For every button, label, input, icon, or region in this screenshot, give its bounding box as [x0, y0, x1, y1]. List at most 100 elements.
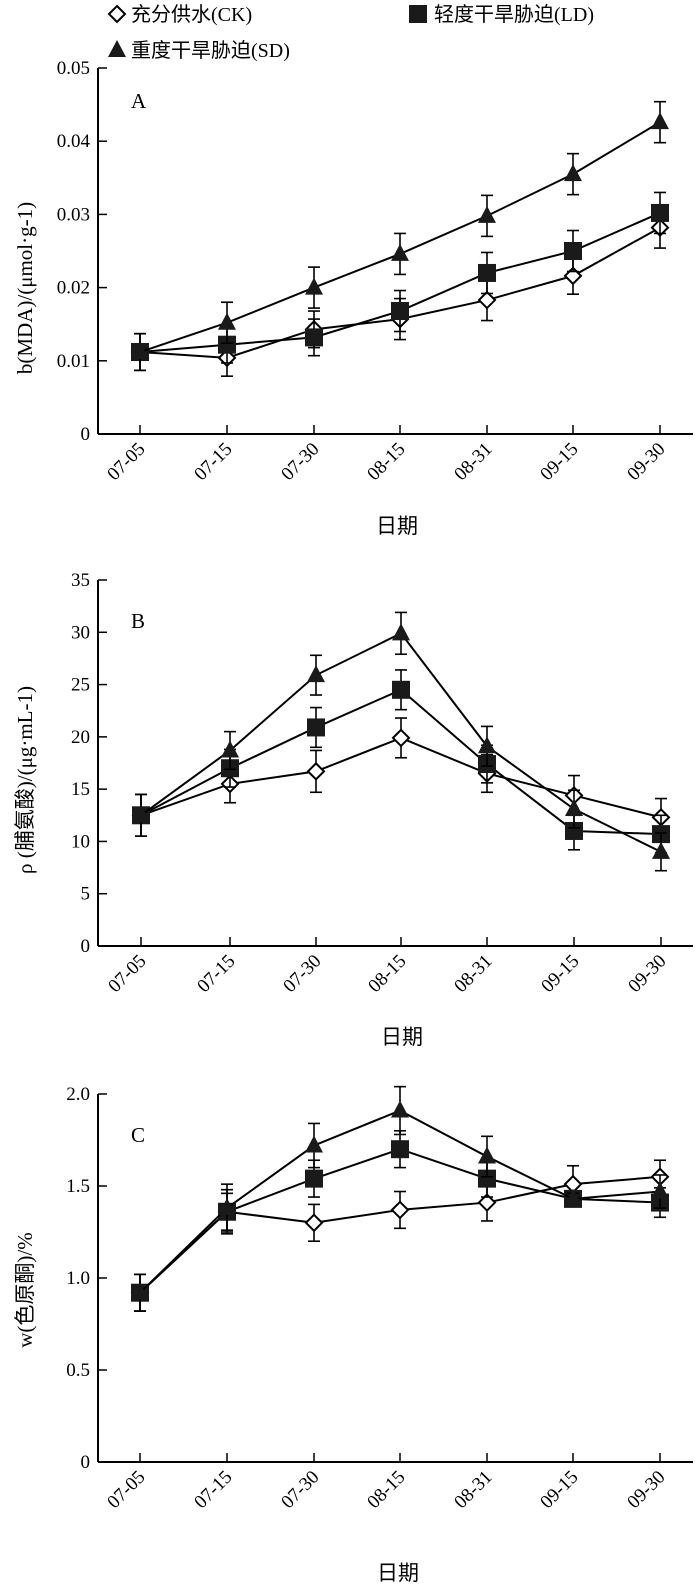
x-tick-label-a: 07-30 [277, 439, 323, 485]
y-axis-title-a: b(MDA)/(μmol·g-1) [13, 202, 37, 374]
y-tick-label-a: 0 [81, 424, 91, 445]
point-ck-c [304, 1213, 324, 1233]
y-tick-label-b: 10 [71, 831, 90, 852]
x-tick-label-c: 07-15 [190, 1467, 236, 1513]
x-tick-label-b: 09-15 [537, 951, 583, 997]
panel-letter-a: A [131, 89, 147, 113]
point-sd-c [391, 1100, 409, 1118]
point-sd-a [305, 277, 323, 295]
point-sd-c [651, 1181, 669, 1199]
point-sd-b [132, 805, 150, 823]
x-axis-title-b: 日期 [381, 1025, 423, 1049]
point-sd-a [391, 243, 409, 261]
point-sd-a [564, 164, 582, 182]
chart-panel-a: 0 0.01 0.02 0.03 0.04 0.05 07-05 07-15 07-30 08-1… [13, 58, 693, 538]
x-tick-label-a: 07-05 [103, 439, 149, 485]
y-tick-label-a: 0.02 [57, 278, 90, 299]
y-tick-label-a: 0.05 [57, 58, 90, 79]
point-sd-a [131, 342, 149, 360]
point-sd-b [478, 736, 496, 754]
y-tick-label-b: 5 [81, 884, 91, 905]
chart-panel-b: 0 5 10 15 20 25 30 35 07-05 07-15 07-30 08-15 08-31 0… [13, 570, 693, 1049]
y-axis-title-c: w(色原酮)/% [13, 1232, 37, 1347]
point-sd-a [651, 112, 669, 130]
legend-item-sd: 重度干旱胁迫(SD) [108, 39, 290, 62]
point-ld-c [478, 1169, 496, 1188]
y-tick-label-b: 20 [71, 727, 90, 748]
legend-marker-triangle-icon [108, 40, 126, 57]
axes-panel-c: 0 0.5 1.0 1.5 2.0 07-05 07-15 07-30 08-15 08-31 09… [66, 1084, 693, 1513]
series-ck-c [130, 1159, 670, 1312]
x-tick-label-c: 07-05 [103, 1467, 149, 1513]
x-tick-label-b: 08-31 [450, 951, 496, 997]
y-tick-label-b: 0 [81, 936, 91, 957]
axes-panel-a: 0 0.01 0.02 0.03 0.04 0.05 07-05 07-15 07-30 08-1… [57, 58, 693, 485]
legend-marker-diamond-icon [107, 4, 127, 24]
panel-letter-b: B [131, 609, 145, 633]
legend-item-ck: 充分供水(CK) [107, 3, 252, 26]
legend-label-ld: 轻度干旱胁迫(LD) [434, 3, 594, 26]
x-tick-label-b: 07-30 [279, 951, 325, 997]
y-tick-label-c: 0.5 [66, 1360, 90, 1381]
point-ld-c [391, 1140, 409, 1159]
series-sd-a [131, 100, 669, 372]
point-sd-c [131, 1282, 149, 1300]
point-ld-a [218, 335, 236, 354]
x-tick-label-c: 09-30 [623, 1467, 669, 1513]
point-sd-b [221, 740, 239, 758]
legend-label-sd: 重度干旱胁迫(SD) [131, 39, 290, 62]
point-sd-c [305, 1135, 323, 1153]
series-sd-b [132, 611, 670, 872]
series-sd-c [131, 1085, 669, 1312]
point-sd-b [307, 665, 325, 683]
y-tick-label-c: 2.0 [66, 1084, 90, 1105]
y-tick-label-c: 1.5 [66, 1176, 90, 1197]
y-tick-label-c: 0 [81, 1452, 91, 1473]
x-tick-label-c: 08-15 [363, 1467, 409, 1513]
y-tick-label-c: 1.0 [66, 1268, 90, 1289]
x-tick-label-b: 09-30 [624, 951, 670, 997]
point-ld-a [651, 203, 669, 222]
x-axis-title-c: 日期 [377, 1561, 419, 1584]
point-ck-c [477, 1193, 497, 1212]
point-ck-a [477, 290, 497, 310]
point-sd-b [565, 799, 583, 817]
point-ld-a [305, 328, 323, 347]
x-tick-label-a: 08-15 [363, 439, 409, 485]
y-tick-label-a: 0.01 [57, 351, 90, 372]
point-ck-b [391, 728, 411, 748]
point-ld-a [564, 242, 582, 260]
y-tick-label-b: 15 [71, 779, 90, 800]
y-tick-label-a: 0.03 [57, 204, 90, 225]
point-sd-c [564, 1188, 582, 1206]
x-tick-label-a: 08-31 [450, 439, 496, 485]
point-sd-a [478, 205, 496, 223]
y-tick-label-b: 35 [71, 570, 90, 591]
x-tick-label-a: 09-15 [536, 439, 582, 485]
axes-panel-b: 0 5 10 15 20 25 30 35 07-05 07-15 07-30 08-15 08-31 0… [71, 570, 693, 997]
series-ld-a [131, 191, 669, 372]
legend-item-ld: 轻度干旱胁迫(LD) [409, 3, 594, 26]
x-axis-title-a: 日期 [376, 514, 418, 538]
point-sd-c [478, 1146, 496, 1164]
series-ld-b [132, 669, 670, 854]
x-tick-label-b: 08-15 [364, 951, 410, 997]
point-sd-b [392, 623, 410, 641]
y-tick-label-b: 30 [71, 622, 90, 643]
y-tick-label-b: 25 [71, 675, 90, 696]
point-ld-c [305, 1169, 323, 1188]
legend-label-ck: 充分供水(CK) [131, 3, 252, 26]
legend: 充分供水(CK) 轻度干旱胁迫(LD) 重度干旱胁迫(SD) [107, 3, 594, 62]
x-tick-label-a: 09-30 [623, 439, 669, 485]
x-tick-label-b: 07-05 [104, 951, 150, 997]
y-axis-title-b: ρ (脯氨酸)/(μg·mL-1) [13, 686, 37, 874]
point-ck-c [390, 1200, 410, 1220]
point-ck-b [306, 761, 326, 781]
legend-marker-square-icon [409, 5, 427, 23]
point-ld-a [391, 302, 409, 321]
point-ld-b [565, 821, 583, 840]
point-sd-c [218, 1198, 236, 1216]
y-tick-label-a: 0.04 [57, 131, 91, 152]
x-tick-label-c: 08-31 [450, 1467, 496, 1513]
